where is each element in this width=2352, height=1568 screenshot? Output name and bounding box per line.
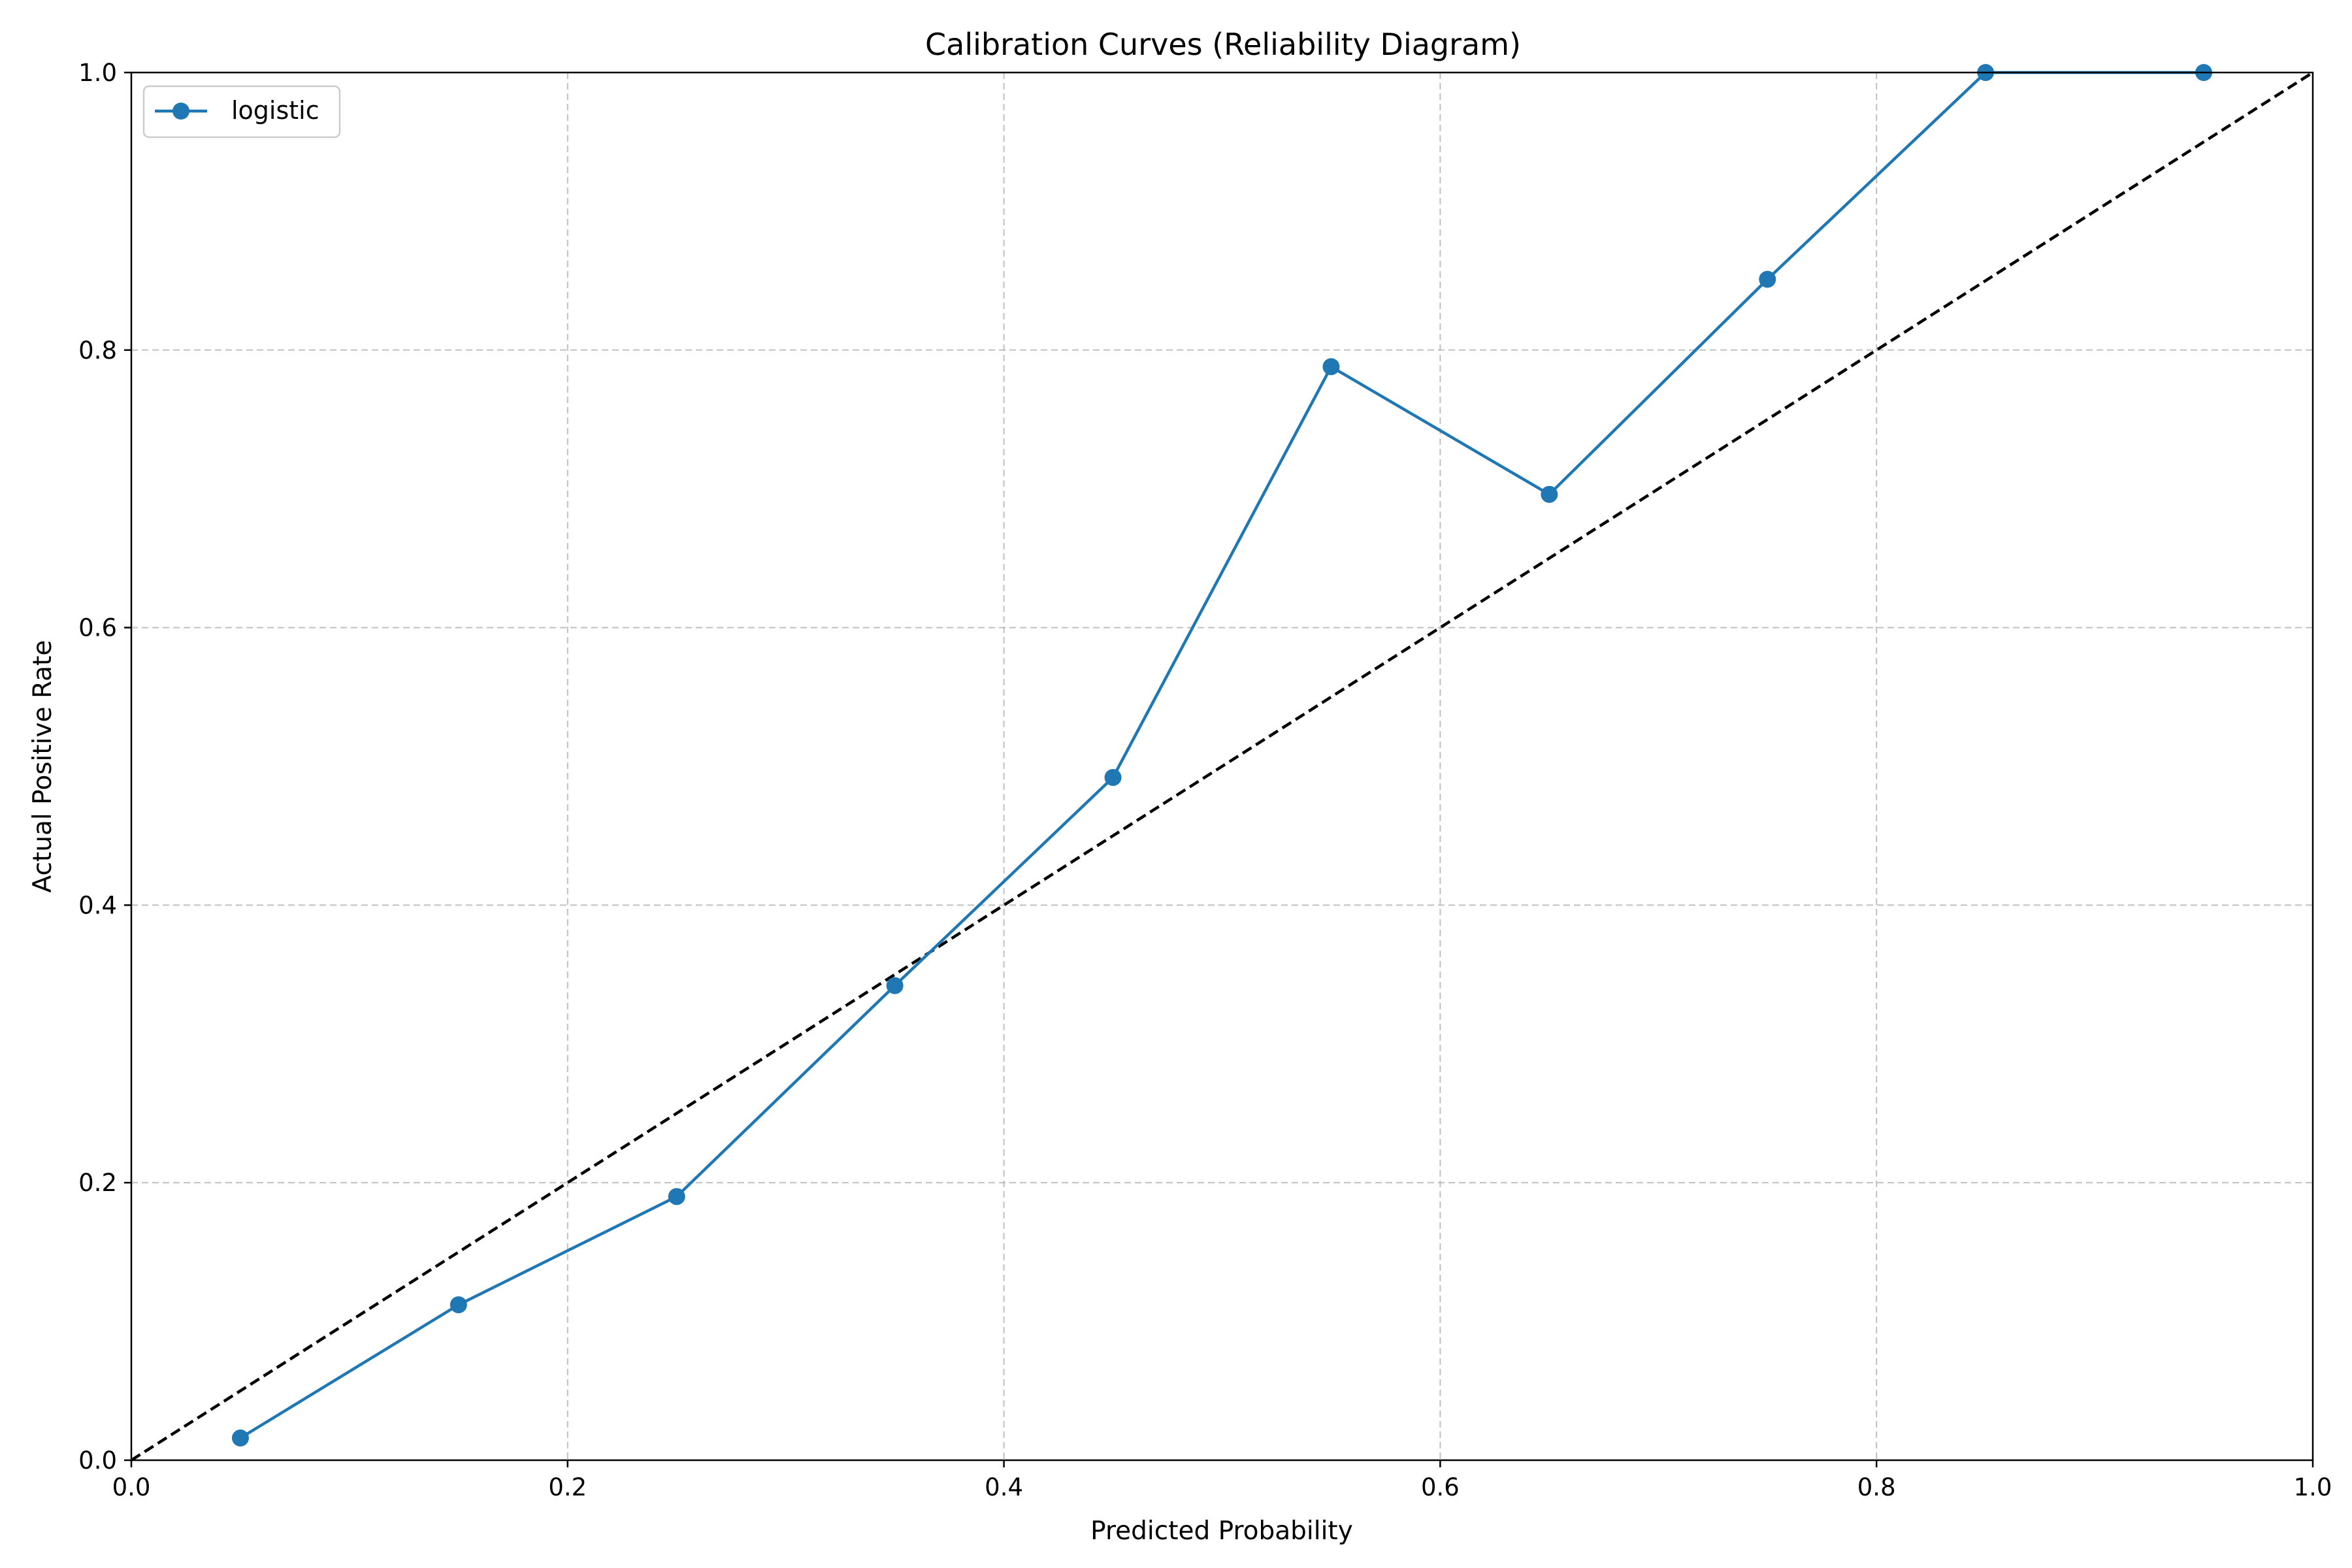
data-point (1759, 270, 1776, 288)
data-point (449, 1296, 467, 1314)
y-tick-label: 0.2 (78, 1169, 117, 1197)
data-point (1541, 485, 1558, 503)
x-axis-label: Predicted Probability (1090, 1516, 1353, 1546)
chart-title: Calibration Curves (Reliability Diagram) (925, 27, 1521, 62)
y-tick-label: 1.0 (78, 59, 117, 87)
y-axis-label: Actual Positive Rate (28, 640, 57, 893)
data-point (1322, 358, 1340, 376)
x-tick-label: 0.2 (548, 1473, 587, 1501)
legend-marker-logistic (172, 103, 189, 120)
y-tick-label: 0.4 (78, 891, 117, 919)
legend: logistic (142, 85, 341, 139)
axes-ticks: 0.0 0.2 0.4 0.6 0.8 1.0 0.0 0.2 0.4 0.6 0.8 1.0 (78, 59, 2332, 1501)
legend-frame (142, 85, 341, 139)
legend-label-logistic: logistic (231, 96, 319, 125)
y-tick-label: 0.0 (78, 1446, 117, 1475)
plot-area (130, 64, 2314, 1462)
x-tick-label: 0.8 (1857, 1473, 1896, 1501)
data-point (231, 1429, 249, 1447)
x-tick-label: 0.0 (112, 1473, 151, 1501)
data-point (1104, 768, 1122, 786)
data-point (886, 977, 904, 994)
x-tick-label: 1.0 (2294, 1473, 2332, 1501)
y-tick-label: 0.6 (78, 614, 117, 642)
plot-frame (130, 71, 2314, 1462)
x-tick-label: 0.4 (985, 1473, 1023, 1501)
perfect-calibration-line (130, 71, 2314, 1462)
series-line-logistic (239, 71, 2204, 1439)
data-point (668, 1188, 685, 1205)
y-tick-label: 0.8 (78, 336, 117, 365)
x-tick-label: 0.6 (1421, 1473, 1460, 1501)
